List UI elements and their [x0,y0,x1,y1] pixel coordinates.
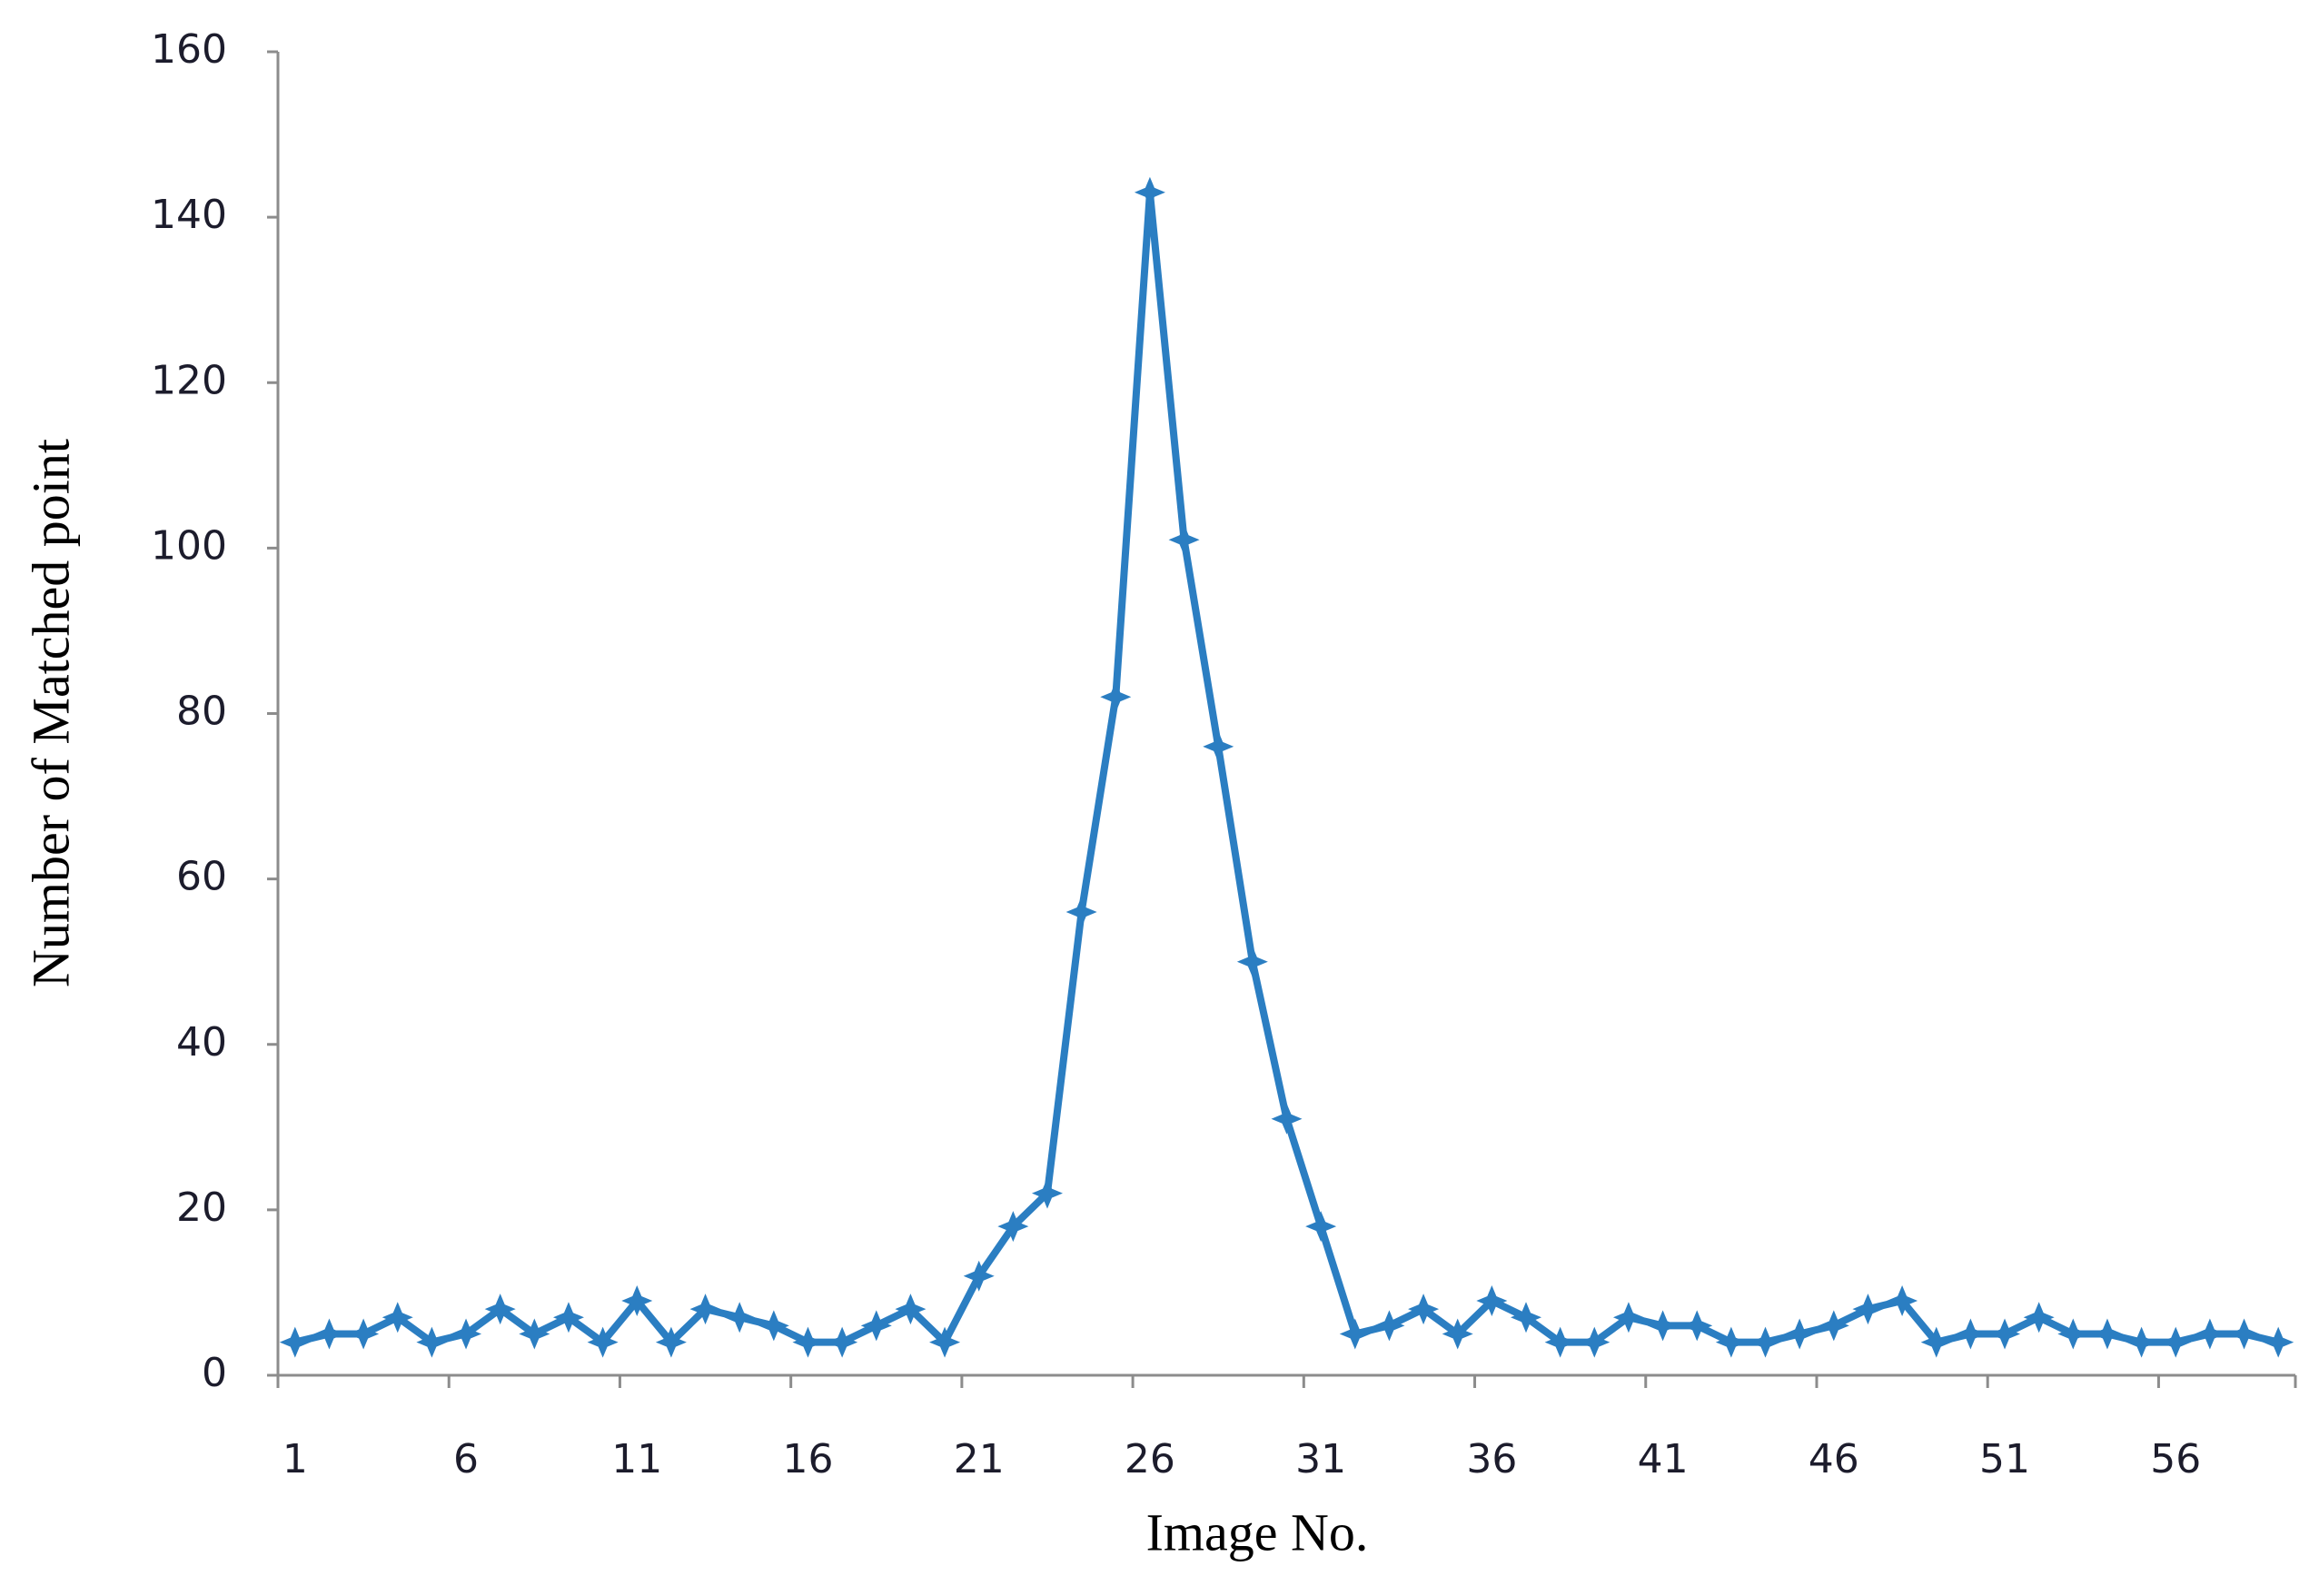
point-marker [1373,1310,1405,1342]
point-marker [416,1326,448,1358]
y-tick-label: 80 [176,689,227,735]
point-marker [2091,1318,2123,1350]
x-tick-label: 1 [282,1436,308,1482]
point-marker [2194,1318,2225,1350]
point-marker [1442,1318,1473,1350]
y-tick-label: 120 [151,357,227,403]
point-marker [2160,1326,2192,1358]
x-tick-label: 41 [1638,1436,1689,1482]
y-tick-label: 60 [176,854,227,900]
point-marker [279,1326,311,1358]
x-tick-label: 26 [1125,1436,1175,1482]
x-tick-label: 31 [1295,1436,1346,1482]
x-tick-label: 56 [2150,1436,2201,1482]
y-tick-label: 0 [202,1350,227,1396]
y-tick-label: 100 [151,522,227,569]
point-marker [2263,1326,2294,1358]
point-marker [655,1326,687,1358]
point-marker [1544,1326,1576,1358]
x-tick-label: 16 [782,1436,833,1482]
point-marker [792,1326,824,1358]
point-marker [963,1260,995,1292]
point-marker [587,1326,619,1358]
y-tick-label: 20 [176,1185,227,1231]
point-marker [621,1285,653,1317]
point-marker [2023,1302,2055,1333]
point-marker [1920,1326,1952,1358]
point-marker [827,1326,858,1358]
point-marker [1203,730,1234,762]
point-marker [2057,1318,2089,1350]
y-axis-title: Number of Matched point [21,439,80,987]
point-marker [313,1318,345,1350]
point-marker [1818,1310,1849,1342]
x-tick-label: 46 [1809,1436,1859,1482]
point-marker [689,1294,721,1325]
x-tick-label: 11 [611,1436,662,1482]
point-marker [451,1318,482,1350]
point-marker [1989,1318,2021,1350]
point-marker [2228,1318,2260,1350]
point-marker [1031,1177,1063,1209]
point-marker [1784,1318,1816,1350]
x-tick-label: 6 [453,1436,479,1482]
point-marker [519,1318,550,1350]
point-marker [1647,1310,1679,1342]
y-tick-label: 140 [151,192,227,238]
series-line [293,188,2280,1346]
point-marker [1715,1326,1747,1358]
point-marker [997,1211,1029,1243]
point-marker [758,1310,789,1342]
point-marker [1271,1103,1303,1135]
point-marker [1100,681,1132,713]
point-marker [552,1302,584,1333]
point-marker [382,1302,413,1333]
point-marker [1681,1310,1713,1342]
x-tick-label: 51 [1979,1436,2030,1482]
point-marker [1476,1285,1508,1317]
point-marker [1955,1318,1987,1350]
point-marker [1134,176,1165,208]
point-marker [1511,1302,1542,1333]
point-marker [860,1310,892,1342]
point-marker [1168,524,1200,556]
x-tick-label: 21 [954,1436,1005,1482]
x-axis-title: Image No. [1146,1502,1369,1561]
point-marker [1852,1294,1884,1325]
point-marker [1749,1326,1781,1358]
point-marker [1339,1318,1371,1350]
y-tick-label: 40 [176,1019,227,1066]
point-marker [895,1294,927,1325]
point-marker [724,1302,756,1333]
point-marker [484,1294,516,1325]
y-tick-label: 160 [151,26,227,73]
point-marker [1612,1302,1644,1333]
point-marker [1305,1211,1337,1243]
point-marker [1408,1294,1440,1325]
x-tick-label: 36 [1466,1436,1517,1482]
point-marker [929,1326,961,1358]
point-marker [348,1318,380,1350]
point-marker [1065,897,1097,928]
point-marker [1579,1326,1610,1358]
point-marker [2126,1326,2157,1358]
point-marker [1887,1285,1918,1317]
point-marker [1236,946,1268,977]
